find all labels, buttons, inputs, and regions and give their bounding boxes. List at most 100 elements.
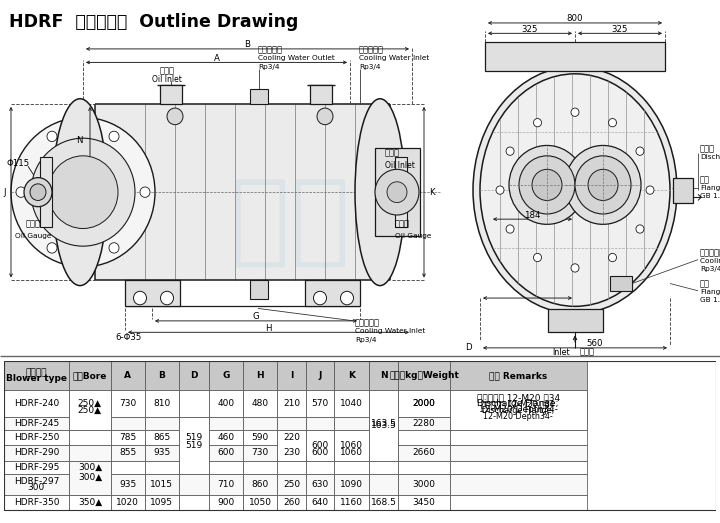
Bar (334, 430, 369, 461)
Text: 1015: 1015 (150, 480, 174, 489)
Bar (110, 474, 145, 495)
Text: D: D (190, 371, 198, 380)
Circle shape (11, 118, 155, 267)
Bar (306, 495, 334, 510)
Bar (547, 310, 603, 332)
Bar (398, 417, 450, 430)
Text: 排出口法兰 12-M20 深34: 排出口法兰 12-M20 深34 (477, 393, 560, 402)
Circle shape (167, 108, 183, 124)
Bar (179, 446, 209, 461)
Text: 163.5: 163.5 (371, 419, 397, 428)
Bar (450, 390, 587, 417)
Bar (4, 430, 69, 446)
Text: Rp3/4: Rp3/4 (258, 64, 279, 70)
Bar (209, 495, 243, 510)
Circle shape (30, 184, 46, 200)
Text: J: J (318, 371, 322, 380)
Bar (145, 417, 179, 430)
Bar (145, 361, 179, 390)
Bar (209, 461, 243, 474)
Text: 785: 785 (119, 434, 136, 442)
Bar (243, 361, 277, 390)
Text: HDRF-250: HDRF-250 (14, 434, 59, 442)
Text: 1090: 1090 (340, 480, 363, 489)
Circle shape (31, 138, 135, 246)
Text: J: J (4, 188, 6, 197)
Text: 480: 480 (252, 399, 269, 408)
Circle shape (608, 253, 616, 262)
Text: 210: 210 (283, 399, 300, 408)
Text: 935: 935 (153, 449, 171, 458)
Bar (95, 104, 390, 280)
Text: 口径Bore: 口径Bore (73, 371, 107, 380)
Text: HDRF-245: HDRF-245 (14, 419, 59, 428)
Bar (277, 474, 306, 495)
Circle shape (47, 131, 57, 142)
Text: 184: 184 (524, 210, 541, 220)
Text: K: K (348, 371, 355, 380)
Text: 12-M20 Depth34-: 12-M20 Depth34- (479, 405, 558, 414)
Circle shape (565, 145, 641, 224)
Text: 260: 260 (283, 498, 300, 507)
Bar (110, 417, 145, 430)
Text: Cooling Water Outlet: Cooling Water Outlet (700, 258, 720, 264)
Bar (369, 461, 398, 474)
Bar (69, 461, 110, 474)
Bar (398, 430, 450, 446)
Bar (450, 446, 587, 461)
Ellipse shape (355, 99, 405, 286)
Circle shape (140, 187, 150, 197)
Bar (450, 495, 587, 510)
Bar (369, 430, 398, 446)
Text: 1040: 1040 (340, 399, 363, 408)
Bar (125, 280, 180, 306)
Bar (4, 495, 69, 510)
Circle shape (608, 119, 616, 127)
Text: 1050: 1050 (248, 498, 271, 507)
Bar (334, 446, 369, 461)
Text: 900: 900 (217, 498, 235, 507)
Text: 6-Φ35: 6-Φ35 (115, 333, 141, 342)
Text: 3450: 3450 (413, 498, 436, 507)
Bar (69, 495, 110, 510)
Text: H: H (265, 324, 271, 333)
Text: 300: 300 (28, 483, 45, 492)
Bar (110, 430, 145, 446)
Text: Flange: Flange (700, 289, 720, 295)
Bar (179, 417, 209, 474)
Bar (160, 85, 182, 104)
Text: B: B (245, 40, 251, 49)
Text: 325: 325 (522, 25, 539, 33)
Text: Oil Inlet: Oil Inlet (152, 74, 182, 84)
Bar (69, 417, 110, 430)
Circle shape (534, 253, 541, 262)
Bar (40, 157, 52, 228)
Text: 1060: 1060 (340, 441, 363, 450)
Text: Discharge: Discharge (700, 154, 720, 160)
Bar (398, 461, 450, 474)
Text: 油位表: 油位表 (395, 220, 410, 229)
Circle shape (646, 186, 654, 194)
Text: 1060: 1060 (340, 449, 363, 458)
Text: Inlet: Inlet (552, 347, 570, 357)
Circle shape (575, 156, 631, 214)
Text: 163.5: 163.5 (371, 421, 397, 430)
Bar (450, 361, 587, 390)
Text: A: A (124, 371, 131, 380)
Circle shape (636, 225, 644, 233)
Bar (179, 390, 209, 417)
Bar (310, 85, 332, 104)
Text: 630: 630 (312, 480, 329, 489)
Text: Rp3/4: Rp3/4 (355, 337, 377, 343)
Bar (306, 461, 334, 474)
Text: D: D (465, 344, 472, 353)
Text: 冷却水进口: 冷却水进口 (359, 46, 384, 54)
Bar (334, 495, 369, 510)
Bar (209, 446, 243, 461)
Text: 350▲: 350▲ (78, 498, 102, 507)
Circle shape (588, 169, 618, 200)
Text: GB 1.0MPa: GB 1.0MPa (700, 297, 720, 303)
Bar (4, 474, 69, 495)
Bar (375, 148, 420, 236)
Text: 注油口: 注油口 (160, 66, 174, 75)
